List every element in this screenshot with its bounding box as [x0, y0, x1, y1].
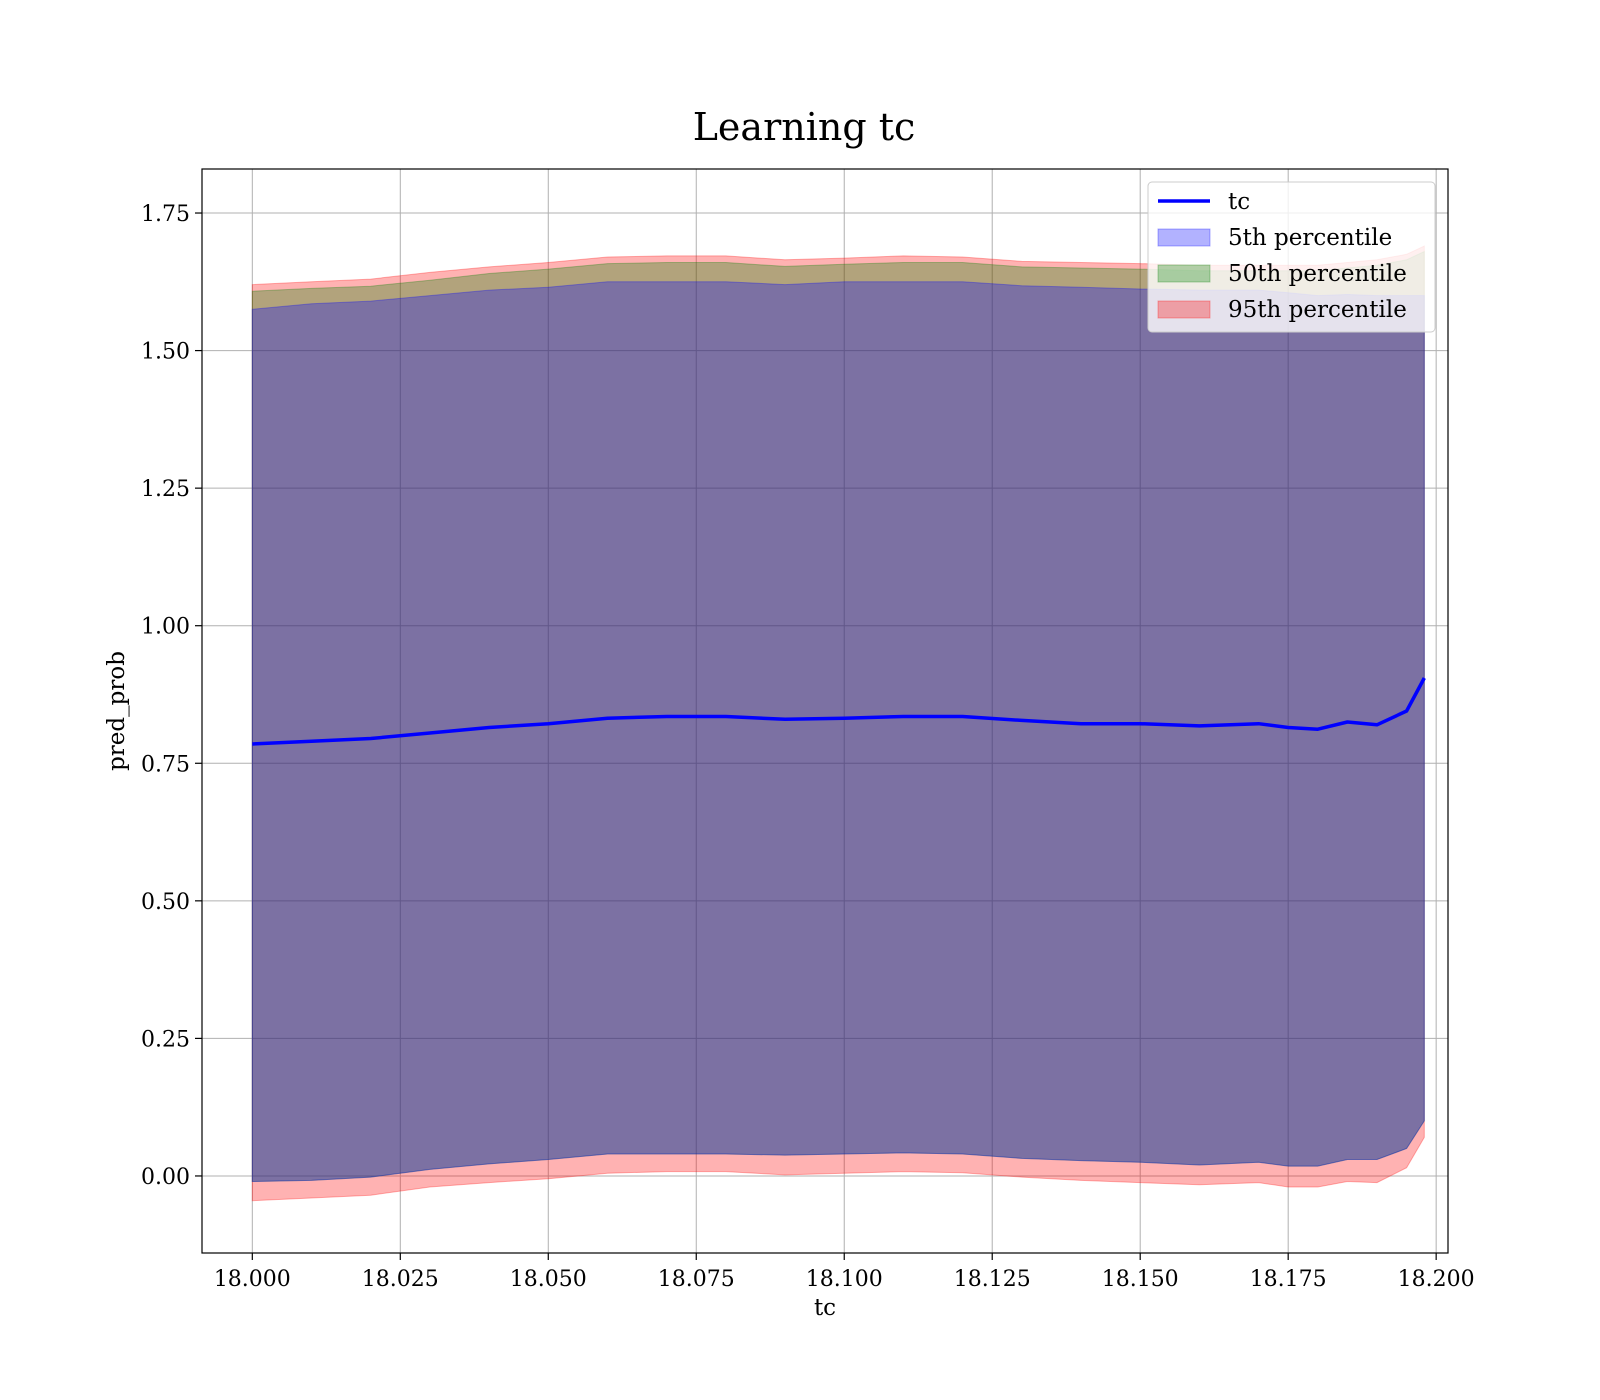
- y-tick-label: 1.00: [141, 615, 190, 640]
- y-tick-label: 1.25: [141, 477, 190, 502]
- x-axis-label: tc: [814, 1295, 836, 1321]
- y-tick-label: 0.00: [141, 1165, 190, 1190]
- y-tick-label: 0.25: [141, 1027, 190, 1052]
- legend-swatch-95th-percentile: [1157, 300, 1211, 319]
- grid: [202, 169, 1448, 1253]
- y-tick-label: 1.50: [141, 340, 190, 365]
- legend: tc 5th percentile 50th percentile 95th perc…: [1147, 181, 1436, 333]
- tc-line-layer: [252, 677, 1426, 746]
- legend-label: 5th percentile: [1228, 225, 1392, 251]
- band-95th-percentile: [251, 245, 1425, 1202]
- x-tick-label: 18.200: [1398, 1267, 1475, 1292]
- legend-box: [1147, 181, 1436, 333]
- legend-label: 95th percentile: [1228, 297, 1407, 323]
- percentile-bands: [251, 245, 1425, 1202]
- x-tick-label: 18.000: [214, 1267, 291, 1292]
- legend-label: tc: [1228, 189, 1250, 215]
- x-tick-label: 18.175: [1250, 1267, 1327, 1292]
- legend-swatch-5th-percentile: [1157, 228, 1211, 247]
- plot-frame: [201, 168, 1449, 1254]
- x-tick-label: 18.025: [362, 1267, 439, 1292]
- tc-line: [252, 677, 1426, 746]
- chart-title: Learning tc: [693, 105, 916, 149]
- y-axis: 0.00 0.25 0.50 0.75 1.00 1.25 1.50 1.75: [141, 202, 202, 1190]
- legend-swatch-50th-percentile: [1157, 264, 1211, 283]
- band-50th-percentile: [251, 250, 1425, 1183]
- y-tick-label: 1.75: [141, 202, 190, 227]
- y-tick-label: 0.50: [141, 890, 190, 915]
- y-tick-label: 0.75: [141, 752, 190, 777]
- legend-label: 50th percentile: [1228, 261, 1407, 287]
- x-tick-label: 18.075: [658, 1267, 735, 1292]
- x-tick-label: 18.150: [1102, 1267, 1179, 1292]
- x-tick-label: 18.050: [510, 1267, 587, 1292]
- x-tick-label: 18.125: [954, 1267, 1031, 1292]
- y-axis-label: pred_prob: [104, 651, 130, 771]
- band-5th-percentile: [251, 281, 1425, 1183]
- x-axis: 18.000 18.025 18.050 18.075 18.100 18.125 18.1…: [214, 1253, 1475, 1292]
- x-tick-label: 18.100: [806, 1267, 883, 1292]
